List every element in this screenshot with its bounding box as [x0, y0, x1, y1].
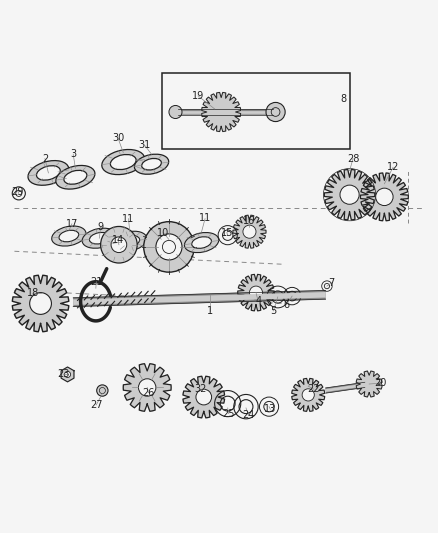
Circle shape: [250, 286, 262, 299]
Text: 6: 6: [283, 300, 290, 310]
Text: 29: 29: [12, 187, 24, 197]
Bar: [162, 73, 350, 149]
Ellipse shape: [89, 232, 109, 244]
Polygon shape: [360, 173, 408, 221]
Ellipse shape: [141, 158, 161, 170]
Text: 7: 7: [328, 278, 334, 288]
Ellipse shape: [36, 166, 60, 180]
Text: 15: 15: [221, 228, 233, 238]
Circle shape: [101, 227, 137, 263]
Ellipse shape: [102, 149, 145, 175]
Polygon shape: [61, 367, 74, 382]
Text: 14: 14: [112, 235, 124, 245]
Text: 20: 20: [375, 378, 387, 388]
Circle shape: [144, 222, 194, 272]
Circle shape: [97, 385, 108, 396]
Polygon shape: [233, 215, 266, 248]
Text: 13: 13: [264, 404, 276, 414]
Text: 2: 2: [42, 154, 48, 164]
Text: 3: 3: [70, 149, 76, 159]
Circle shape: [302, 389, 314, 401]
Circle shape: [376, 188, 393, 206]
Text: 8: 8: [340, 94, 346, 104]
Text: 23: 23: [57, 369, 69, 379]
Polygon shape: [238, 274, 274, 311]
Ellipse shape: [110, 155, 136, 169]
Ellipse shape: [120, 236, 140, 247]
Text: 21: 21: [90, 277, 102, 287]
Text: 27: 27: [90, 400, 102, 410]
Circle shape: [169, 106, 182, 118]
Ellipse shape: [134, 154, 169, 174]
Circle shape: [64, 372, 71, 377]
Text: 32: 32: [194, 384, 207, 394]
Text: 10: 10: [157, 228, 170, 238]
Text: 19: 19: [192, 91, 204, 101]
Circle shape: [138, 379, 156, 396]
Text: 22: 22: [307, 384, 320, 394]
Text: 25: 25: [223, 409, 235, 418]
Ellipse shape: [82, 228, 117, 248]
Circle shape: [156, 234, 182, 260]
Text: 31: 31: [138, 140, 150, 150]
Text: 4: 4: [255, 296, 261, 306]
Text: 5: 5: [270, 306, 276, 316]
Circle shape: [30, 293, 51, 314]
Circle shape: [196, 389, 212, 405]
Ellipse shape: [192, 237, 212, 248]
Text: 11: 11: [122, 214, 134, 224]
Polygon shape: [356, 371, 382, 397]
Ellipse shape: [28, 160, 69, 185]
Text: 11: 11: [199, 213, 211, 223]
Polygon shape: [201, 92, 241, 132]
Ellipse shape: [113, 231, 147, 251]
Text: 18: 18: [27, 288, 39, 297]
Circle shape: [111, 237, 127, 253]
Polygon shape: [12, 275, 69, 332]
Circle shape: [243, 225, 256, 238]
Text: 28: 28: [347, 154, 359, 164]
Polygon shape: [183, 376, 225, 418]
Circle shape: [340, 185, 359, 204]
Ellipse shape: [59, 230, 79, 242]
Ellipse shape: [52, 226, 86, 246]
Ellipse shape: [56, 165, 95, 189]
Polygon shape: [292, 378, 325, 411]
Text: 9: 9: [98, 222, 104, 232]
Text: 16: 16: [243, 216, 255, 226]
Ellipse shape: [64, 171, 87, 184]
Text: 30: 30: [112, 133, 124, 143]
Circle shape: [266, 102, 285, 122]
Polygon shape: [324, 169, 375, 220]
Ellipse shape: [184, 232, 219, 253]
Text: 1: 1: [207, 306, 213, 316]
Text: 12: 12: [387, 162, 399, 172]
Text: 17: 17: [66, 219, 78, 229]
Polygon shape: [123, 364, 171, 411]
Text: 24: 24: [242, 410, 255, 421]
Text: 26: 26: [142, 387, 155, 398]
